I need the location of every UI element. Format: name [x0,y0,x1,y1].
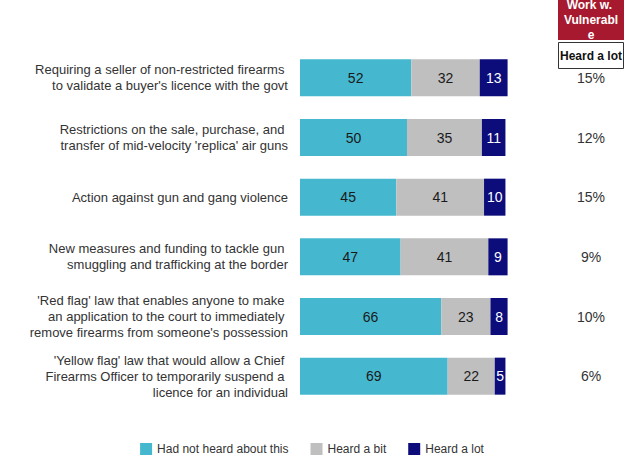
svg-text:licence for an individual: licence for an individual [153,385,288,400]
svg-text:15%: 15% [577,70,605,86]
svg-text:47: 47 [343,249,359,265]
svg-text:10: 10 [487,189,503,205]
svg-text:45: 45 [340,189,356,205]
svg-text:New measures and funding to ta: New measures and funding to tackle gun [49,241,288,256]
svg-text:'Yellow flag' law that would a: 'Yellow flag' law that would allow a Chi… [54,353,288,368]
svg-text:50: 50 [346,130,362,146]
svg-text:to validate a buyer's licence: to validate a buyer's licence with the g… [52,78,288,93]
svg-text:23: 23 [458,309,474,325]
svg-text:Heard a lot: Heard a lot [425,442,484,456]
svg-text:Requiring a seller of non-rest: Requiring a seller of non-restricted fir… [35,62,288,77]
svg-text:11: 11 [486,130,501,146]
svg-text:9%: 9% [581,249,601,265]
svg-text:Heard a lot: Heard a lot [560,49,622,63]
svg-text:Restrictions on the sale, purc: Restrictions on the sale, purchase, and [60,122,288,137]
svg-text:41: 41 [432,189,448,205]
svg-text:5: 5 [496,368,504,384]
svg-text:an application to the court to: an application to the court to immediate… [48,309,288,324]
svg-text:22: 22 [463,368,479,384]
svg-text:12%: 12% [577,130,605,146]
svg-text:remove firearms from someone's: remove firearms from someone's possessio… [30,325,288,340]
svg-text:8: 8 [495,309,503,325]
svg-text:69: 69 [366,368,382,384]
svg-text:66: 66 [363,309,379,325]
svg-text:e: e [588,28,595,42]
svg-text:smuggling and trafficking at t: smuggling and trafficking at the border [67,257,289,272]
svg-text:Vulnerabl: Vulnerabl [564,13,618,27]
svg-text:10%: 10% [577,309,605,325]
svg-text:Had not heard about this: Had not heard about this [157,442,288,456]
svg-text:Heard a bit: Heard a bit [328,442,387,456]
svg-text:6%: 6% [581,368,601,384]
svg-text:15%: 15% [577,189,605,205]
svg-text:Action against gun and gang vi: Action against gun and gang violence [72,190,288,205]
svg-text:'Red flag' law that enables an: 'Red flag' law that enables anyone to ma… [37,293,288,308]
svg-text:Firearms Officer to temporaril: Firearms Officer to temporarily suspend … [45,369,288,384]
svg-text:transfer of mid-velocity 'repl: transfer of mid-velocity 'replica' air g… [61,138,289,153]
svg-text:41: 41 [437,249,453,265]
svg-text:32: 32 [438,70,454,86]
svg-text:52: 52 [348,70,364,86]
svg-text:9: 9 [494,249,502,265]
svg-text:35: 35 [437,130,453,146]
svg-text:13: 13 [486,70,502,86]
svg-text:Work w.: Work w. [567,0,616,12]
